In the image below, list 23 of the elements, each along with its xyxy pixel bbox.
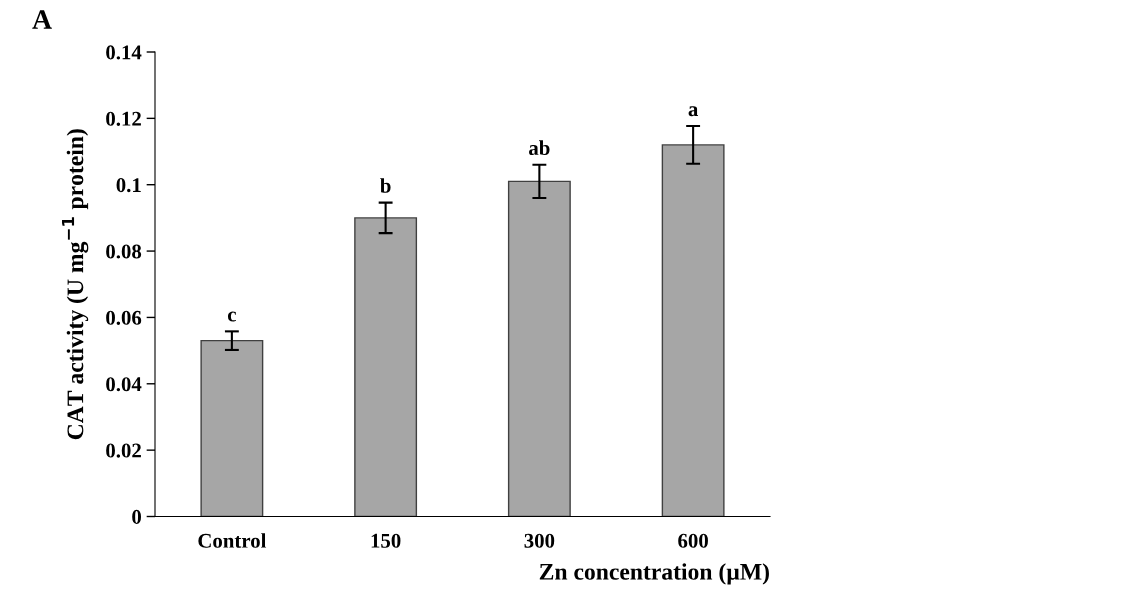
- y-tick-label: 0.14: [106, 45, 142, 60]
- y-tick-label: 0.1: [116, 178, 141, 193]
- annotation: c: [227, 311, 236, 322]
- annotation: ab: [529, 140, 550, 156]
- x-tick-label: 600: [678, 533, 708, 548]
- y-axis-title: CAT activity (U mg$^{−1}$ protein): [62, 129, 89, 440]
- y-tick-label: 0: [132, 509, 142, 524]
- y-tick-label: 0.08: [106, 244, 142, 259]
- bar: [507, 180, 571, 517]
- text: A: [32, 10, 52, 29]
- bar: [661, 144, 725, 517]
- x-axis-title: Zn concentration (µM): [539, 563, 769, 585]
- annotation: b: [380, 178, 391, 193]
- y-tick-label: 0.06: [106, 310, 142, 325]
- x-tick-label: Control: [198, 533, 267, 548]
- y-tick-label: 0.02: [106, 443, 141, 458]
- x-tick-label: 150: [371, 533, 401, 548]
- bar: [354, 217, 418, 517]
- bar: [200, 339, 264, 517]
- annotation: a: [688, 106, 699, 117]
- y-tick-label: 0.04: [106, 377, 142, 392]
- x-tick-label: 300: [524, 533, 555, 548]
- y-tick-label: 0.12: [106, 111, 141, 126]
